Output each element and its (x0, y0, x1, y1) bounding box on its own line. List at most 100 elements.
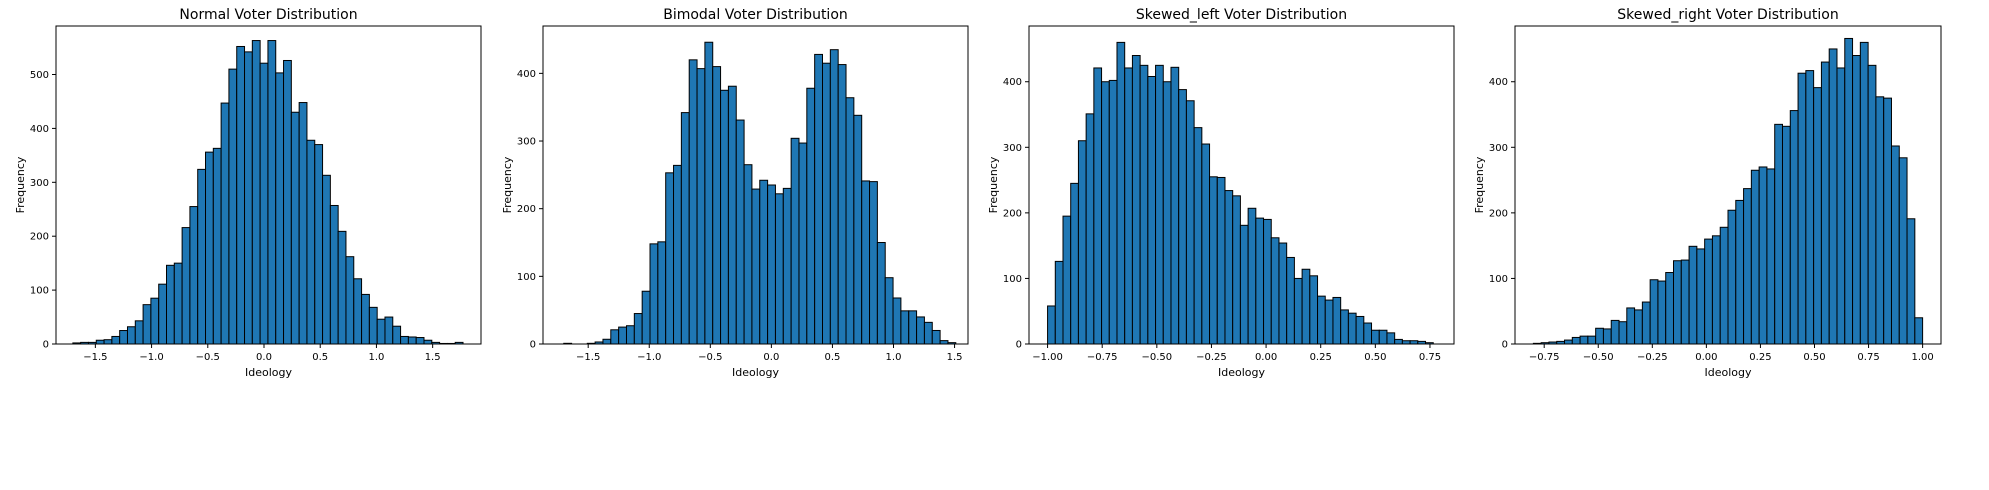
histogram-bar (1062, 215, 1072, 345)
y-tick-label: 0 (43, 340, 49, 351)
histogram-bar (1255, 217, 1265, 345)
histogram-bar (1278, 242, 1288, 345)
x-axis-label: Ideology (245, 366, 292, 379)
histogram-bar (1232, 195, 1241, 345)
y-tick-label: 300 (517, 137, 536, 148)
histogram-bar (633, 313, 643, 345)
histogram-bar (197, 168, 207, 345)
histogram-bar (1170, 66, 1180, 345)
histogram-bar (704, 41, 714, 345)
histogram-bar (322, 174, 331, 345)
histogram-bar (602, 338, 612, 345)
histogram-bar (423, 339, 433, 345)
histogram-bar (1139, 64, 1149, 345)
y-tick-label: 100 (30, 286, 49, 297)
histogram-bar (212, 147, 222, 345)
histogram-bar (1852, 55, 1861, 345)
y-tick-label: 400 (517, 69, 536, 80)
histogram-bar (673, 164, 682, 345)
x-tick-label: 1.5 (947, 352, 963, 363)
histogram-bar (1070, 182, 1079, 345)
histogram-bar (368, 306, 378, 345)
x-axis-label: Ideology (1218, 366, 1265, 379)
x-tick-label: 0.00 (1255, 352, 1277, 363)
histogram-bar (1108, 79, 1118, 345)
histogram-bar (1781, 125, 1791, 345)
histogram-bar (119, 330, 128, 345)
histogram-bar (376, 318, 386, 345)
histogram-bar (1867, 64, 1877, 345)
histogram-bar (1665, 272, 1674, 345)
x-tick-label: −0.75 (1087, 352, 1118, 363)
histogram-bar (665, 172, 675, 345)
chart-panel-3: −1.00 −0.75 −0.50 −0.25 0.00 0.25 0.50 0.75 0 100… (987, 7, 1455, 379)
histogram-bar (251, 40, 261, 345)
histogram-bar (1890, 145, 1900, 345)
histogram-bar (1263, 218, 1272, 345)
chart-title: Normal Voter Distribution (179, 7, 357, 23)
histogram-bar (384, 316, 394, 345)
x-tick-label: −0.50 (1583, 352, 1614, 363)
histogram-bar (829, 49, 839, 345)
histogram-bar (220, 102, 230, 345)
histogram-bar (1209, 176, 1218, 345)
histogram-bar (1673, 260, 1682, 345)
histogram-bar (290, 111, 300, 345)
histogram-bar (244, 51, 253, 345)
plot-frame (1028, 25, 1455, 345)
histogram-bar (1216, 176, 1226, 345)
x-tick-label: −1.00 (1032, 352, 1063, 363)
histogram-bar (1688, 245, 1698, 345)
histogram-bar (142, 304, 152, 345)
histogram-bar (876, 242, 886, 345)
histogram-bar (625, 325, 635, 345)
histogram-bar (759, 179, 769, 345)
histogram-bar (1579, 335, 1589, 345)
histogram-bar (1301, 268, 1311, 345)
y-axis-label: Frequency (1473, 156, 1486, 213)
histogram-bar (1743, 188, 1752, 345)
histogram-bar (134, 320, 144, 345)
x-tick-label: 1.0 (886, 352, 902, 363)
y-tick-label: 0 (1016, 340, 1022, 351)
x-tick-label: 0.25 (1749, 352, 1771, 363)
x-tick-label: 0.75 (1857, 352, 1879, 363)
histogram-bar (1564, 339, 1573, 345)
histogram-bar (1155, 64, 1164, 345)
histogram-bar (1657, 280, 1667, 345)
histogram-bar (735, 119, 745, 345)
histogram-bar (1595, 327, 1604, 345)
histogram-bar (298, 102, 308, 345)
x-tick-label: 0.25 (1310, 352, 1332, 363)
histogram-bar (337, 230, 347, 345)
histogram-bar (1634, 309, 1643, 345)
histogram-bar (1363, 322, 1373, 345)
x-tick-label: 0.0 (763, 352, 779, 363)
y-tick-label: 200 (1003, 208, 1022, 219)
histogram-bar (790, 137, 800, 345)
histogram-bar (158, 283, 167, 345)
histogram-bar (1844, 37, 1854, 345)
histogram-bar (610, 329, 620, 345)
x-tick-label: 0.50 (1364, 352, 1386, 363)
histogram-bar (1201, 143, 1211, 345)
histogram-bar (95, 339, 105, 345)
histogram-bars (72, 40, 464, 345)
histogram-bar (884, 277, 894, 345)
histogram-bar (1124, 67, 1133, 345)
histogram-bar (1789, 110, 1799, 345)
y-axis-label: Frequency (501, 156, 514, 213)
histogram-bar (1324, 299, 1334, 345)
histogram-bar (641, 290, 651, 345)
histogram-bar (1711, 235, 1721, 345)
x-tick-label: −0.5 (196, 352, 220, 363)
plot-frame (1514, 25, 1942, 345)
x-tick-label: 0.00 (1695, 352, 1717, 363)
histogram-bars (1047, 41, 1434, 345)
histogram-bar (1077, 140, 1087, 345)
y-tick-label: 200 (517, 204, 536, 215)
y-tick-label: 400 (1003, 77, 1022, 88)
histogram-bar (415, 337, 425, 345)
histogram-bar (869, 181, 878, 345)
plot-frame (55, 25, 482, 345)
